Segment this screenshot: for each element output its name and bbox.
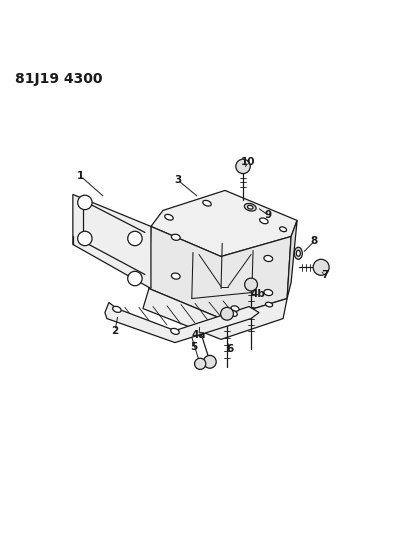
- Ellipse shape: [263, 255, 272, 262]
- Ellipse shape: [112, 306, 121, 312]
- Text: 4a: 4a: [191, 330, 206, 341]
- Circle shape: [128, 231, 142, 246]
- Circle shape: [235, 159, 249, 174]
- Circle shape: [244, 278, 257, 291]
- Text: 10: 10: [241, 157, 255, 167]
- Ellipse shape: [296, 251, 300, 256]
- Circle shape: [194, 358, 205, 369]
- Circle shape: [128, 271, 142, 286]
- Text: 8: 8: [310, 236, 317, 246]
- Ellipse shape: [164, 214, 173, 220]
- Circle shape: [77, 195, 92, 209]
- Ellipse shape: [202, 200, 211, 206]
- Circle shape: [220, 308, 233, 320]
- Text: 81J19 4300: 81J19 4300: [15, 72, 102, 86]
- Ellipse shape: [244, 204, 256, 211]
- Ellipse shape: [259, 218, 267, 224]
- Ellipse shape: [294, 247, 302, 259]
- Text: 7: 7: [321, 270, 328, 280]
- Ellipse shape: [171, 273, 180, 279]
- Polygon shape: [149, 227, 290, 319]
- Ellipse shape: [263, 289, 272, 296]
- Circle shape: [77, 231, 92, 246]
- Ellipse shape: [247, 205, 252, 209]
- Polygon shape: [72, 195, 151, 288]
- Ellipse shape: [170, 328, 179, 334]
- Ellipse shape: [228, 310, 237, 317]
- Text: 2: 2: [111, 326, 118, 336]
- Ellipse shape: [279, 227, 286, 232]
- Text: 1: 1: [77, 172, 84, 181]
- Ellipse shape: [171, 234, 180, 240]
- Ellipse shape: [265, 302, 272, 307]
- Circle shape: [312, 259, 328, 276]
- Text: 6: 6: [226, 344, 233, 354]
- Polygon shape: [286, 221, 296, 298]
- Text: 3: 3: [174, 175, 181, 185]
- Text: 9: 9: [264, 210, 271, 220]
- Ellipse shape: [230, 306, 239, 311]
- Polygon shape: [143, 288, 286, 340]
- Text: 4b: 4b: [250, 289, 265, 298]
- Text: 5: 5: [189, 342, 196, 352]
- Polygon shape: [151, 190, 296, 256]
- Polygon shape: [104, 303, 258, 343]
- Circle shape: [203, 356, 216, 368]
